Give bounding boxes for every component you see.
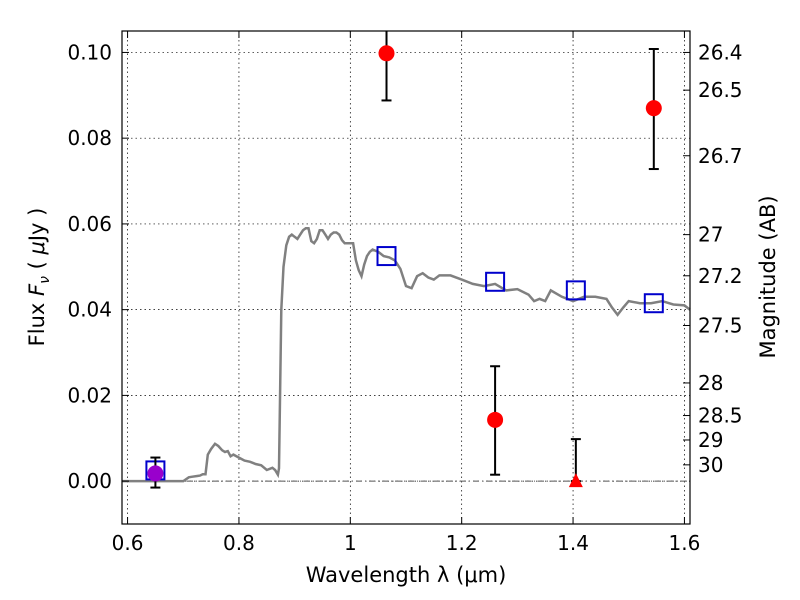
magnitude-tick-label: 29: [698, 428, 723, 452]
observed-flux-marker: [147, 465, 164, 482]
magnitude-tick-label: 26.7: [698, 144, 743, 168]
model-square-marker: [376, 246, 397, 267]
x-tick-label: 1: [344, 531, 357, 555]
model-square-marker: [643, 293, 664, 314]
upper-limit-marker: [568, 473, 583, 488]
model-square-marker: [565, 280, 586, 301]
magnitude-tick-label: 28: [698, 371, 723, 395]
right-axis-label: Magnitude (AB): [756, 195, 780, 358]
y-tick-label: 0.04: [67, 298, 112, 322]
y-tick-label: 0.06: [67, 212, 112, 236]
grid-lines: [122, 31, 690, 524]
observed-flux-marker: [487, 411, 504, 428]
x-tick-label: 1.6: [669, 531, 701, 555]
magnitude-tick-label: 26.5: [698, 78, 743, 102]
x-axis-label: Wavelength λ (μm): [306, 563, 507, 587]
data-marks: [145, 31, 664, 489]
x-tick-label: 1.4: [557, 531, 589, 555]
magnitude-tick-label: 30: [698, 453, 723, 477]
model-square-marker: [485, 271, 506, 292]
observed-flux-marker: [645, 100, 662, 117]
y-axis-ticks: 0.00 0.02 0.04 0.06 0.08 0.10: [67, 40, 129, 493]
y-axis-label: Flux Fν ( μJy ): [25, 208, 53, 347]
plot-area: [122, 31, 690, 524]
plot-frame: [121, 30, 691, 525]
y-tick-label: 0.02: [67, 383, 112, 407]
y-tick-label: 0.08: [67, 126, 112, 150]
x-tick-label: 0.6: [112, 531, 144, 555]
x-tick-label: 0.8: [223, 531, 255, 555]
x-tick-label: 1.2: [446, 531, 478, 555]
observed-flux-marker: [378, 45, 395, 62]
y-tick-label: 0.10: [67, 40, 112, 64]
magnitude-tick-label: 27.5: [698, 314, 743, 338]
magnitude-tick-label: 27: [698, 223, 723, 247]
magnitude-tick-label: 26.4: [698, 40, 743, 64]
sed-model-line: [122, 226, 691, 483]
x-axis-ticks: 0.6 0.8 1 1.2 1.4 1.6: [112, 31, 701, 555]
magnitude-tick-label: 28.5: [698, 404, 743, 428]
y-tick-label: 0.00: [67, 469, 112, 493]
magnitude-tick-label: 27.2: [698, 264, 743, 288]
